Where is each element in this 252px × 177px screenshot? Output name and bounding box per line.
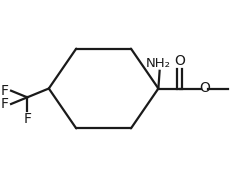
Text: NH₂: NH₂ xyxy=(145,57,170,70)
Text: F: F xyxy=(1,97,9,111)
Text: F: F xyxy=(1,84,9,98)
Text: F: F xyxy=(23,112,31,126)
Text: O: O xyxy=(173,54,184,68)
Text: O: O xyxy=(198,81,209,96)
